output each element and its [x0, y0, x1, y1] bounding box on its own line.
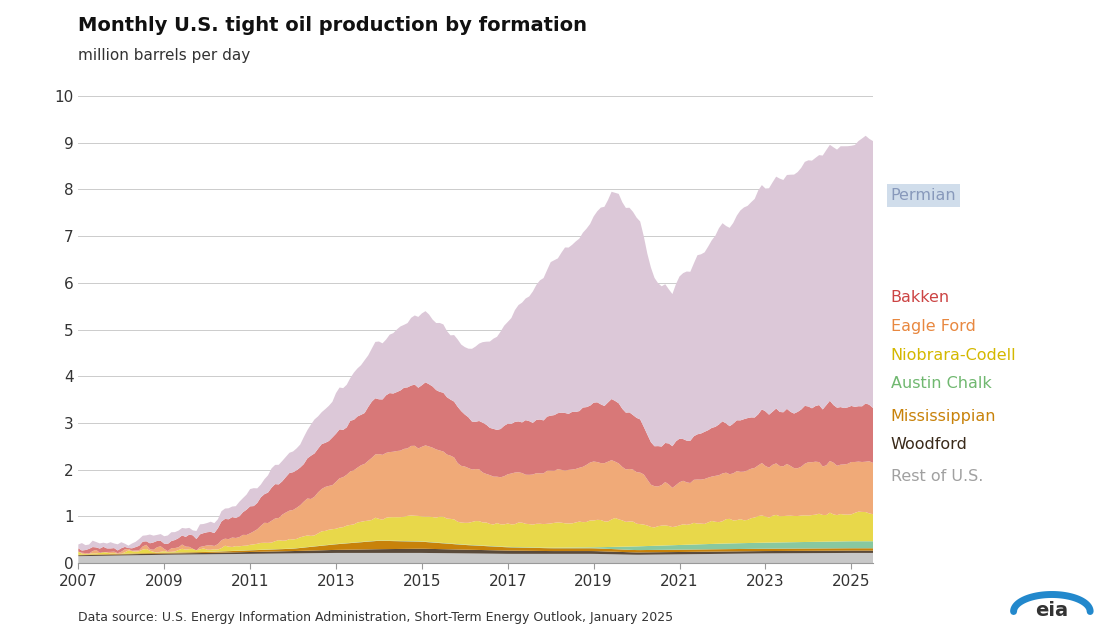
Text: Rest of U.S.: Rest of U.S.: [891, 469, 984, 484]
Text: million barrels per day: million barrels per day: [78, 48, 251, 63]
Text: Permian: Permian: [891, 188, 957, 203]
Text: Monthly U.S. tight oil production by formation: Monthly U.S. tight oil production by for…: [78, 16, 587, 35]
Text: Woodford: Woodford: [891, 437, 968, 452]
Text: Austin Chalk: Austin Chalk: [891, 376, 991, 392]
Text: eia: eia: [1035, 602, 1069, 621]
Text: Bakken: Bakken: [891, 290, 950, 305]
Text: Niobrara-Codell: Niobrara-Codell: [891, 348, 1016, 363]
Text: Eagle Ford: Eagle Ford: [891, 319, 976, 334]
Text: Data source: U.S. Energy Information Administration, Short-Term Energy Outlook, : Data source: U.S. Energy Information Adm…: [78, 611, 674, 624]
Text: Mississippian: Mississippian: [891, 408, 996, 424]
